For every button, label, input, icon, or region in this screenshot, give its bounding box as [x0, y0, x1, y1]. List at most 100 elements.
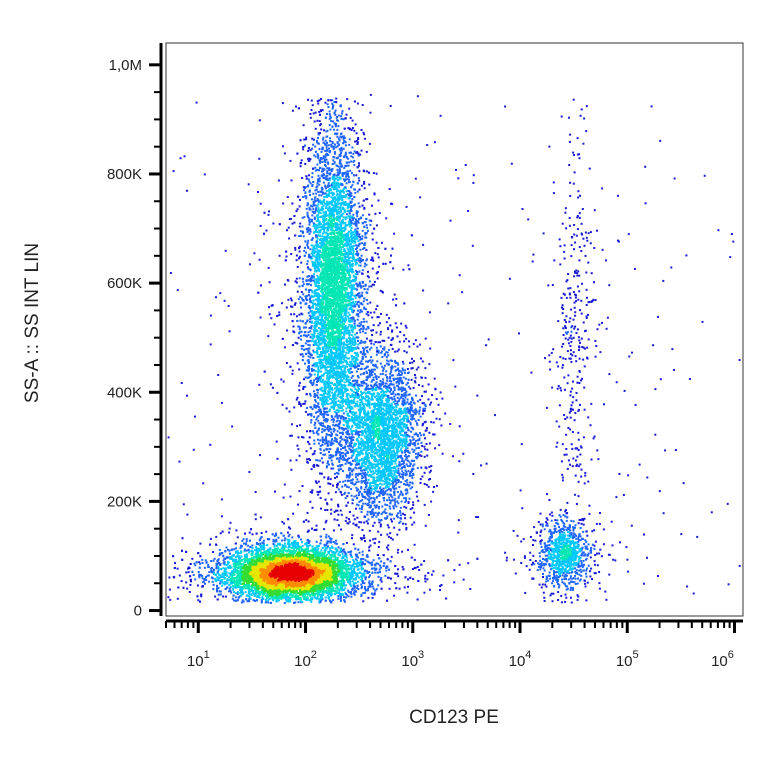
event-dot [275, 534, 278, 537]
event-dot [242, 563, 244, 566]
event-dot [225, 568, 228, 571]
event-dot [278, 542, 281, 545]
event-dot [187, 571, 190, 574]
event-dot [349, 553, 352, 556]
event-dot [215, 565, 218, 568]
event-dot [222, 567, 225, 570]
event-dot [406, 591, 409, 594]
event-dot [373, 567, 376, 570]
event-dot [239, 578, 242, 581]
event-dot [242, 538, 245, 541]
event-dot [348, 576, 351, 579]
event-dot [206, 574, 209, 577]
event-dot [176, 567, 179, 570]
event-dot [348, 564, 351, 567]
event-dot [228, 549, 231, 552]
event-dot [176, 597, 179, 600]
event-dot [320, 549, 323, 552]
event-dot [292, 546, 295, 549]
event-dot [260, 591, 263, 594]
event-dot [360, 595, 363, 597]
event-dot [375, 562, 378, 565]
event-dot [194, 578, 197, 581]
event-dot [250, 594, 253, 597]
event-dot [292, 512, 295, 515]
event-dot [212, 588, 215, 591]
event-dot [357, 588, 360, 590]
event-dot [257, 551, 259, 554]
event-dot [271, 598, 274, 601]
event-dot [235, 586, 238, 589]
event-dot [337, 572, 340, 574]
event-dot [241, 599, 244, 602]
event-dot [228, 531, 231, 534]
event-dot [255, 558, 258, 561]
event-dot [210, 560, 213, 562]
event-dot [227, 567, 230, 569]
event-dot [317, 587, 320, 590]
event-dot [388, 587, 391, 590]
event-dot [373, 593, 376, 596]
event-dot [332, 541, 335, 543]
event-dot [237, 591, 239, 594]
event-dot [248, 563, 251, 566]
event-dot [393, 594, 396, 597]
event-dot [361, 574, 364, 576]
event-dot [246, 555, 249, 558]
event-dot [403, 586, 406, 589]
event-dot [397, 575, 400, 578]
event-dot [273, 545, 276, 548]
event-dot [238, 576, 241, 579]
event-dot [249, 574, 252, 577]
event-dot [371, 580, 374, 583]
event-dot [269, 597, 272, 600]
event-dot [297, 601, 300, 604]
event-dot [236, 536, 239, 539]
event-dot [412, 578, 415, 580]
event-dot [326, 578, 329, 580]
event-dot [265, 554, 268, 557]
event-dot [350, 573, 352, 576]
event-dot [320, 583, 323, 586]
event-dot [282, 595, 285, 598]
event-dot [362, 600, 365, 603]
event-dot [300, 589, 303, 592]
event-dot [368, 546, 371, 549]
event-dot [219, 593, 222, 596]
event-dot [215, 535, 218, 538]
event-dot [380, 576, 383, 579]
event-dot [345, 584, 347, 587]
event-dot [226, 578, 229, 581]
event-dot [235, 547, 237, 550]
event-dot [262, 551, 265, 554]
event-dot [319, 593, 322, 596]
event-dot [353, 591, 356, 594]
event-dot [343, 600, 346, 603]
event-dot [345, 569, 348, 572]
event-dot [204, 559, 207, 562]
event-dot [355, 563, 358, 566]
event-dot [361, 550, 364, 553]
event-dot [323, 586, 326, 589]
event-dot [228, 576, 230, 579]
event-dot [350, 591, 352, 593]
event-dot [240, 601, 243, 604]
event-dot [188, 567, 191, 570]
event-dot [401, 565, 404, 568]
event-dot [218, 554, 221, 557]
event-dot [306, 530, 309, 533]
event-dot [239, 591, 242, 594]
event-dot [335, 542, 338, 545]
event-dot [207, 563, 210, 566]
event-dot [323, 528, 326, 531]
event-dot [248, 531, 251, 534]
event-dot [442, 574, 445, 577]
event-dot [314, 589, 317, 592]
event-dot [279, 593, 282, 595]
event-dot [356, 587, 358, 590]
event-dot [244, 580, 247, 583]
event-dot [285, 549, 288, 552]
event-dot [293, 547, 296, 550]
event-dot [246, 583, 249, 586]
event-dot [424, 574, 427, 577]
